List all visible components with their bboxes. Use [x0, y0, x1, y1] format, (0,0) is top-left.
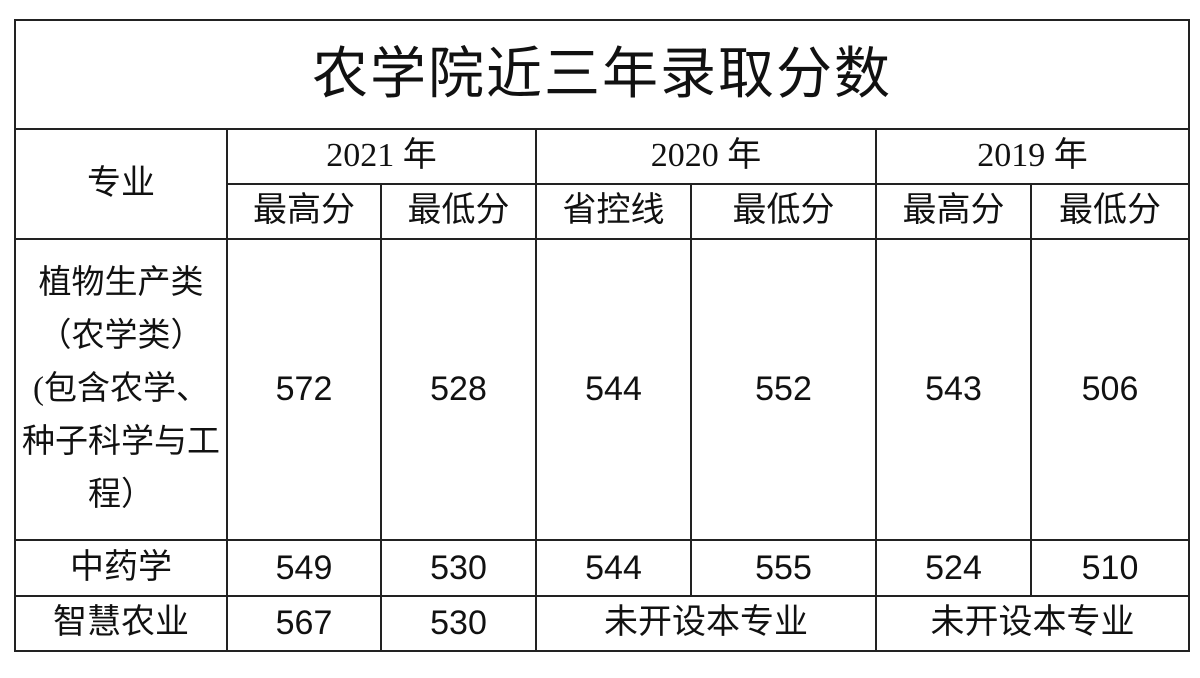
- score-cell: 524: [875, 539, 1032, 597]
- not-offered-note: 未开设本专业: [535, 595, 877, 652]
- header-sub: 最高分: [226, 183, 382, 240]
- not-offered-note: 未开设本专业: [874, 595, 1191, 652]
- table-row: 智慧农业 567 530 未开设本专业 未开设本专业: [14, 595, 1191, 652]
- table-row: 植物生产类（农学类）(包含农学、种子科学与工程） 572 528 544 552…: [14, 238, 1191, 541]
- header-year-2020: 2020 年: [535, 128, 877, 185]
- table-title: 农学院近三年录取分数: [13, 19, 1191, 130]
- header-sub: 最低分: [1029, 183, 1191, 240]
- score-cell: 543: [875, 238, 1032, 541]
- score-cell: 567: [226, 595, 382, 652]
- score-cell: 510: [1029, 539, 1191, 597]
- score-cell: 530: [380, 539, 537, 597]
- score-cell: 544: [535, 539, 692, 597]
- header-major: 专业: [14, 128, 228, 240]
- header-sub: 最低分: [690, 183, 877, 240]
- major-name: 中药学: [14, 539, 228, 597]
- score-cell: 572: [226, 238, 382, 541]
- header-sub: 最高分: [875, 183, 1032, 240]
- score-cell: 555: [690, 539, 877, 597]
- admission-scores-table: 农学院近三年录取分数 专业 2021 年 2020 年 2019 年 最高分 最…: [13, 19, 1191, 652]
- major-name: 植物生产类（农学类）(包含农学、种子科学与工程）: [14, 238, 228, 541]
- major-name: 智慧农业: [14, 595, 228, 652]
- score-cell: 530: [380, 595, 537, 652]
- header-sub: 最低分: [380, 183, 537, 240]
- header-sub: 省控线: [535, 183, 692, 240]
- score-cell: 544: [535, 238, 692, 541]
- score-cell: 506: [1029, 238, 1191, 541]
- header-year-2021: 2021 年: [226, 128, 537, 185]
- score-cell: 552: [690, 238, 877, 541]
- score-cell: 528: [380, 238, 537, 541]
- header-year-2019: 2019 年: [874, 128, 1191, 185]
- score-cell: 549: [226, 539, 382, 597]
- table-row: 中药学 549 530 544 555 524 510: [14, 539, 1191, 597]
